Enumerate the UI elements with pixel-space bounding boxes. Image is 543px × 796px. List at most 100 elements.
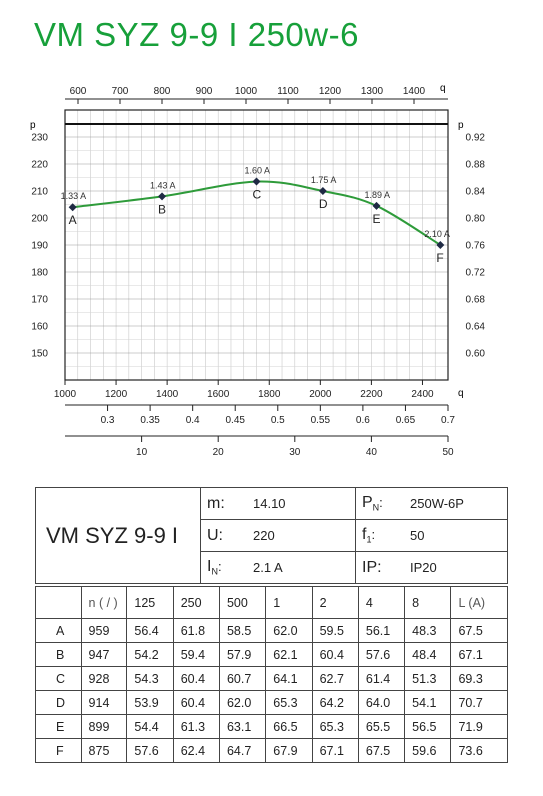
table-cell: 54.4 [126,714,174,739]
left-tick-label: 180 [31,268,48,279]
table-cell: 57.9 [218,642,267,667]
table-cell: 48.3 [404,618,452,643]
spec-m-value: 14.10 [247,487,356,520]
performance-curve [72,180,441,246]
right-tick-label: 0.68 [466,295,486,306]
point-marker [68,203,77,212]
row-label-cell: A [35,618,82,643]
right-axis-label: p [458,120,464,131]
table-cell: 70.7 [450,690,508,715]
spec-f-value: 50 [404,519,508,552]
left-tick-label: 210 [31,187,48,198]
bottom-tick-label: 2200 [360,389,383,400]
table-cell: 60.7 [218,666,267,691]
row-label-cell: B [35,642,82,667]
spec-f-label: f1: [355,519,404,552]
table-cell: 875 [80,738,128,763]
spec-i-value: 2.1 A [247,551,356,584]
page-title: VM SYZ 9-9 I 250w-6 [34,16,359,53]
aux1-tick-label: 0.6 [356,415,370,426]
left-axis-ticks: 150 160 170 180 190 200 210 220 230 [31,133,48,360]
table-cell: 64.1 [265,666,313,691]
table-row: B 947 54.2 59.4 57.9 62.1 60.4 57.6 48.4 67.1 [35,642,508,667]
point-current-label: 1.60 A [245,166,271,176]
table-cell: 62.4 [172,738,220,763]
top-tick-label: 900 [196,86,213,97]
left-tick-label: 170 [31,295,48,306]
right-tick-label: 0.72 [466,268,486,279]
point-current-label: 1.43 A [150,180,176,190]
x-axis-label: q [458,388,464,399]
noise-header-cell: 2 [311,586,359,619]
table-cell: 62.0 [265,618,313,643]
table-row: F 875 57.6 62.4 64.7 67.9 67.1 67.5 59.6 73.6 [35,738,508,763]
point-letter-label: A [69,213,77,227]
spec-model: VM SYZ 9-9 I [35,487,201,584]
top-tick-label: 800 [154,86,171,97]
aux1-tick-label: 0.7 [441,415,455,426]
point-letter-label: C [253,188,262,202]
aux1-tick-label: 0.35 [140,415,160,426]
spec-u-label: U: [200,519,247,552]
table-cell: 64.7 [218,738,267,763]
table-cell: 61.4 [357,666,406,691]
point-marker [372,201,381,210]
noise-header-cell: 8 [404,586,452,619]
table-cell: 59.4 [172,642,220,667]
table-cell: 59.5 [311,618,359,643]
table-cell: 914 [80,690,128,715]
table-cell: 959 [80,618,128,643]
noise-table: n ( / ) 125 250 500 1 2 4 8 L (A) A 959 56.4 61.8 58.… [35,586,508,763]
aux-axis-1-ticks: 0.3 0.35 0.4 0.45 0.5 0.55 0.6 0.65 0.7 [101,405,455,426]
spec-table: VM SYZ 9-9 I m: 14.10 PN: 250W-6P U: 220… [35,487,508,584]
table-cell: 67.9 [265,738,313,763]
noise-header-cell: n ( / ) [80,586,128,619]
aux-axis-2-ticks: 10 20 30 40 50 [136,436,454,458]
point-current-label: 1.33 A [61,191,87,201]
top-tick-label: 1000 [235,86,258,97]
aux2-tick-label: 40 [366,447,378,458]
noise-header-cell: 500 [218,586,267,619]
aux2-tick-label: 50 [442,447,454,458]
table-cell: 73.6 [450,738,508,763]
plot-frame [64,109,449,381]
spec-u-value: 220 [247,519,356,552]
table-cell: 928 [80,666,128,691]
point-current-label: 1.75 A [311,175,337,185]
bottom-tick-label: 2400 [411,389,434,400]
left-tick-label: 150 [31,349,48,360]
top-tick-label: 700 [112,86,129,97]
table-cell: 61.3 [172,714,220,739]
aux2-tick-label: 10 [136,447,148,458]
table-cell: 64.2 [311,690,359,715]
bottom-tick-label: 2000 [309,389,332,400]
table-row: D 914 53.9 60.4 62.0 65.3 64.2 64.0 54.1 70.7 [35,690,508,715]
table-cell: 57.6 [357,642,406,667]
bottom-tick-label: 1800 [258,389,281,400]
point-letter-label: F [436,251,443,265]
table-cell: 65.5 [357,714,406,739]
aux1-tick-label: 0.3 [101,415,115,426]
right-tick-label: 0.88 [466,160,486,171]
point-letter-label: B [158,202,166,216]
table-cell: 57.6 [126,738,174,763]
table-cell: 65.3 [311,714,359,739]
table-cell: 61.8 [172,618,220,643]
left-tick-label: 230 [31,133,48,144]
aux1-tick-label: 0.4 [186,415,200,426]
row-label-cell: D [35,690,82,715]
noise-header-cell: L (A) [450,586,508,619]
table-cell: 51.3 [404,666,452,691]
left-tick-label: 160 [31,322,48,333]
spec-i-label: IN: [200,551,247,584]
table-cell: 60.4 [172,666,220,691]
noise-table-header: n ( / ) 125 250 500 1 2 4 8 L (A) [35,586,508,619]
bottom-tick-label: 1200 [105,389,128,400]
table-cell: 59.6 [404,738,452,763]
table-cell: 67.1 [311,738,359,763]
noise-header-cell: 1 [265,586,313,619]
point-letter-label: E [373,212,381,226]
spec-m-label: m: [200,487,247,520]
aux2-tick-label: 30 [289,447,301,458]
point-marker [158,192,167,201]
